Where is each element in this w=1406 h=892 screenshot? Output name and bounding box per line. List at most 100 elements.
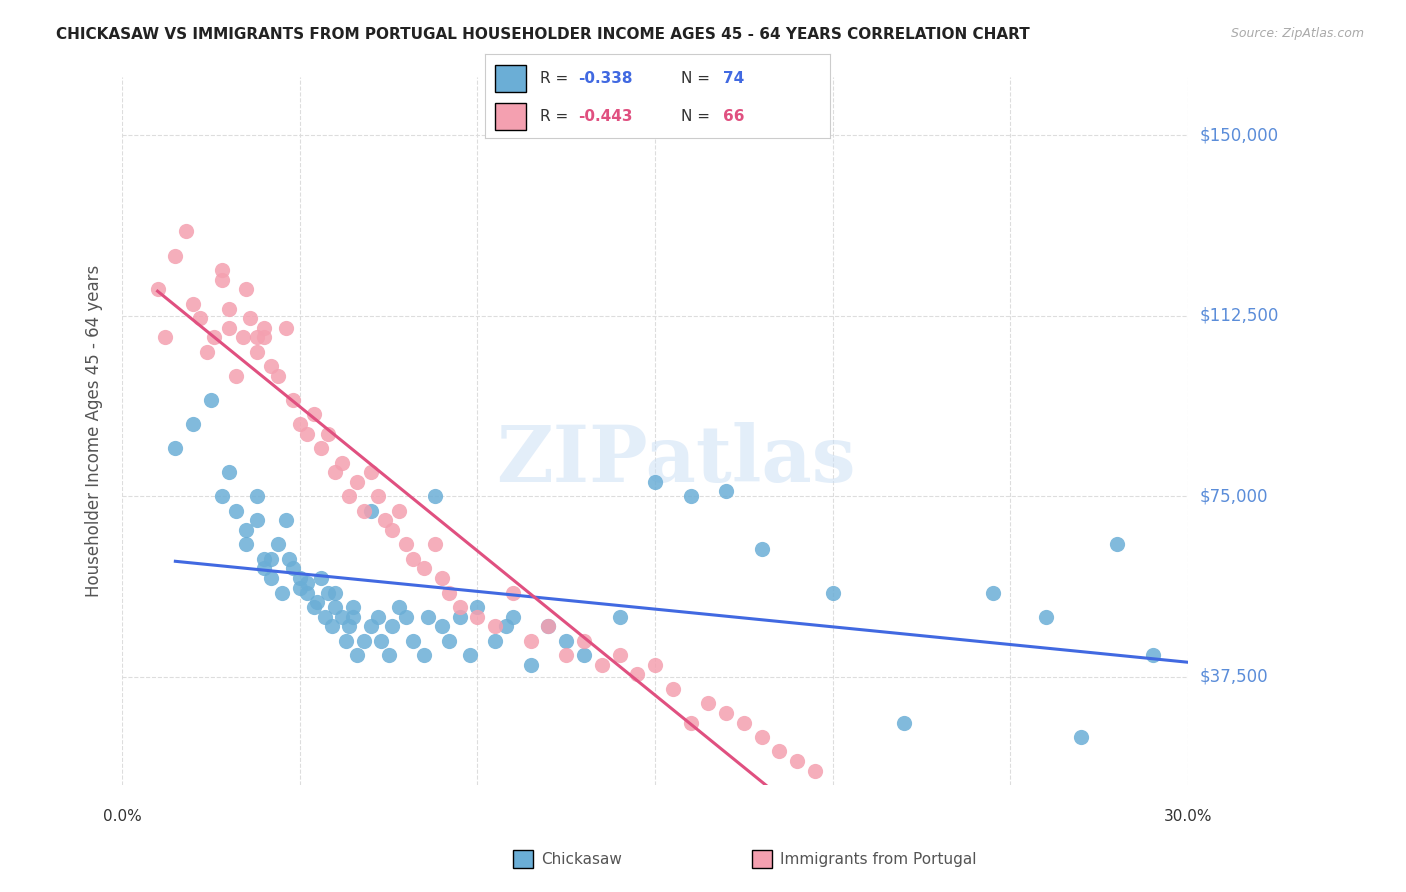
Point [555, 633, 578, 648]
Point [381, 619, 404, 633]
Point [246, 330, 269, 344]
Point [1070, 730, 1092, 744]
Point [288, 581, 311, 595]
Text: $75,000: $75,000 [1199, 487, 1268, 505]
Point [423, 537, 446, 551]
Point [519, 633, 541, 648]
Point [323, 465, 346, 479]
Point [360, 504, 382, 518]
Point [309, 571, 332, 585]
FancyBboxPatch shape [495, 64, 526, 92]
Point [253, 330, 276, 344]
Text: $37,500: $37,500 [1199, 668, 1268, 686]
Point [416, 609, 439, 624]
Text: 30.0%: 30.0% [1164, 809, 1212, 824]
Point [367, 609, 389, 624]
Point [278, 552, 301, 566]
Point [339, 489, 361, 503]
Point [232, 330, 254, 344]
Point [309, 441, 332, 455]
Point [395, 609, 418, 624]
Point [981, 585, 1004, 599]
Point [733, 715, 755, 730]
FancyBboxPatch shape [495, 103, 526, 130]
Point [188, 311, 211, 326]
Point [484, 633, 506, 648]
Point [804, 764, 827, 778]
Point [449, 609, 471, 624]
Point [260, 571, 283, 585]
Text: CHICKASAW VS IMMIGRANTS FROM PORTUGAL HOUSEHOLDER INCOME AGES 45 - 64 YEARS CORR: CHICKASAW VS IMMIGRANTS FROM PORTUGAL HO… [56, 27, 1031, 42]
Point [609, 648, 631, 662]
Text: ZIPatlas: ZIPatlas [496, 422, 856, 498]
Point [321, 619, 343, 633]
Point [323, 585, 346, 599]
Text: -0.443: -0.443 [578, 109, 633, 124]
Point [246, 513, 269, 527]
Text: 0.0%: 0.0% [103, 809, 142, 824]
Point [260, 359, 283, 374]
Point [235, 537, 257, 551]
Point [335, 633, 357, 648]
Point [353, 633, 375, 648]
Point [274, 513, 297, 527]
Point [302, 408, 325, 422]
Point [367, 489, 389, 503]
Text: N =: N = [682, 70, 716, 86]
Point [449, 599, 471, 614]
Point [1035, 609, 1057, 624]
Point [893, 715, 915, 730]
Point [307, 595, 329, 609]
Point [370, 633, 392, 648]
Point [430, 571, 453, 585]
Point [211, 272, 233, 286]
Point [1142, 648, 1164, 662]
Point [195, 344, 218, 359]
Text: R =: R = [540, 109, 574, 124]
Text: N =: N = [682, 109, 716, 124]
Point [402, 633, 425, 648]
Point [342, 609, 364, 624]
Point [253, 552, 276, 566]
Point [413, 561, 436, 575]
Point [165, 249, 187, 263]
Point [413, 648, 436, 662]
Point [181, 417, 204, 431]
Point [402, 552, 425, 566]
Point [153, 330, 176, 344]
Point [572, 648, 595, 662]
Point [502, 609, 524, 624]
Point [467, 609, 489, 624]
Point [316, 426, 339, 441]
Point [360, 619, 382, 633]
Point [555, 648, 578, 662]
Text: Source: ZipAtlas.com: Source: ZipAtlas.com [1230, 27, 1364, 40]
Point [644, 657, 666, 672]
Point [165, 441, 187, 455]
Point [218, 301, 240, 316]
Point [751, 730, 773, 744]
Point [821, 585, 844, 599]
Point [395, 537, 418, 551]
Point [288, 571, 311, 585]
Point [381, 523, 404, 537]
Point [271, 585, 294, 599]
Point [768, 744, 790, 758]
Point [484, 619, 506, 633]
Point [591, 657, 613, 672]
Point [437, 585, 460, 599]
Point [353, 504, 375, 518]
Text: R =: R = [540, 70, 574, 86]
Point [751, 542, 773, 557]
Point [235, 282, 257, 296]
Point [679, 715, 702, 730]
Point [204, 330, 226, 344]
Point [200, 392, 222, 407]
Point [339, 619, 361, 633]
Point [377, 648, 399, 662]
Point [281, 561, 304, 575]
Text: Chickasaw: Chickasaw [541, 853, 623, 867]
Point [211, 489, 233, 503]
Point [786, 754, 808, 768]
Point [644, 475, 666, 489]
